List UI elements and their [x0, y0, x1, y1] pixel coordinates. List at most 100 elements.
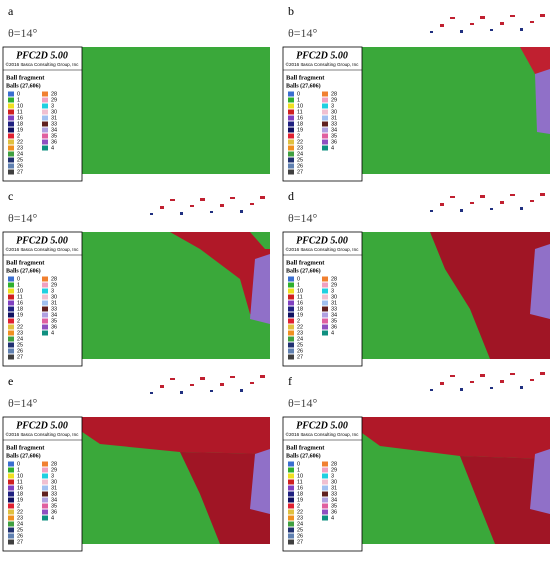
legend-swatch: [8, 515, 14, 521]
legend-swatch: [8, 312, 14, 318]
legend-subtitle: Balls (27,606): [286, 452, 321, 459]
legend-swatch: [42, 473, 48, 479]
debris: [520, 28, 523, 31]
legend-swatch: [8, 354, 14, 360]
debris: [450, 196, 455, 198]
legend-swatch: [322, 497, 328, 503]
debris: [450, 375, 455, 377]
debris: [490, 208, 493, 210]
legend-swatch: [322, 145, 328, 151]
legend-header: PFC2D 5.00: [296, 235, 348, 246]
legend-label: 22: [17, 324, 23, 330]
legend-swatch: [42, 276, 48, 282]
legend-label: 28: [51, 91, 57, 97]
panel: e θ=14° PFC2D 5.00©2016 Itasca Consulting …: [2, 374, 270, 552]
legend-label: 0: [17, 461, 20, 467]
legend-label: 35: [331, 503, 337, 509]
panel-label: b: [288, 4, 294, 18]
legend-label: 16: [297, 485, 303, 491]
legend-label: 10: [17, 288, 23, 294]
legend-label: 2: [297, 133, 300, 139]
legend-swatch: [322, 467, 328, 473]
legend-label: 19: [297, 497, 303, 503]
legend-swatch: [288, 479, 294, 485]
legend-subtitle: Balls (27,606): [286, 267, 321, 274]
legend-swatch: [322, 103, 328, 109]
legend-swatch: [8, 479, 14, 485]
debris: [520, 386, 523, 389]
legend-label: 24: [297, 521, 303, 527]
legend-subtitle: Balls (27,606): [6, 267, 41, 274]
legend-swatch: [8, 276, 14, 282]
debris: [540, 14, 545, 17]
legend-label: 33: [331, 306, 337, 312]
legend-label: 2: [17, 503, 20, 509]
legend-swatch: [288, 109, 294, 115]
legend-swatch: [8, 491, 14, 497]
panel-label: e: [8, 374, 13, 388]
legend-label: 2: [297, 503, 300, 509]
legend-label: 24: [297, 151, 303, 157]
legend-label: 1: [297, 467, 300, 473]
legend-swatch: [8, 169, 14, 175]
debris: [440, 24, 444, 27]
debris: [160, 385, 164, 388]
legend-label: 35: [331, 318, 337, 324]
legend-label: 30: [331, 294, 337, 300]
legend-swatch: [322, 91, 328, 97]
debris: [510, 373, 515, 375]
legend-label: 28: [51, 461, 57, 467]
legend-swatch: [42, 133, 48, 139]
legend-label: 25: [297, 342, 303, 348]
legend-label: 26: [17, 163, 23, 169]
legend-label: 0: [17, 91, 20, 97]
debris: [240, 389, 243, 392]
debris: [450, 17, 455, 19]
legend-swatch: [288, 157, 294, 163]
legend-swatch: [322, 479, 328, 485]
legend-swatch: [288, 336, 294, 342]
legend-label: 30: [331, 479, 337, 485]
legend-swatch: [8, 282, 14, 288]
legend-label: 34: [331, 312, 337, 318]
legend-label: 34: [331, 127, 337, 133]
legend-label: 27: [297, 169, 303, 175]
specimen: [362, 47, 550, 174]
legend-swatch: [322, 306, 328, 312]
debris: [430, 389, 433, 391]
legend-label: 28: [51, 276, 57, 282]
legend-swatch: [8, 342, 14, 348]
legend-label: 1: [17, 97, 20, 103]
legend-label: 22: [17, 509, 23, 515]
legend-swatch: [8, 533, 14, 539]
legend-swatch: [8, 306, 14, 312]
legend-swatch: [8, 348, 14, 354]
legend-swatch: [8, 485, 14, 491]
legend-label: 2: [297, 318, 300, 324]
legend-swatch: [322, 503, 328, 509]
copyright: ©2016 Itasca Consulting Group, Inc: [286, 431, 360, 437]
legend-title: Ball fragment: [6, 259, 45, 266]
damage-zone: [250, 254, 270, 324]
legend-subtitle: Balls (27,606): [286, 82, 321, 89]
legend-header: PFC2D 5.00: [16, 420, 68, 431]
debris: [540, 372, 545, 375]
legend-label: 0: [297, 91, 300, 97]
legend-label: 29: [331, 467, 337, 473]
legend-label: 10: [297, 473, 303, 479]
debris: [160, 206, 164, 209]
legend-label: 30: [51, 294, 57, 300]
debris: [190, 384, 194, 386]
legend-swatch: [322, 509, 328, 515]
legend-label: 23: [17, 145, 23, 151]
debris: [260, 375, 265, 378]
legend-label: 34: [331, 497, 337, 503]
legend-label: 23: [17, 515, 23, 521]
panel-label: d: [288, 189, 294, 203]
legend-label: 24: [297, 336, 303, 342]
legend-header: PFC2D 5.00: [16, 235, 68, 246]
legend-swatch: [42, 306, 48, 312]
legend-swatch: [322, 288, 328, 294]
legend-label: 22: [17, 139, 23, 145]
legend-label: 29: [51, 467, 57, 473]
